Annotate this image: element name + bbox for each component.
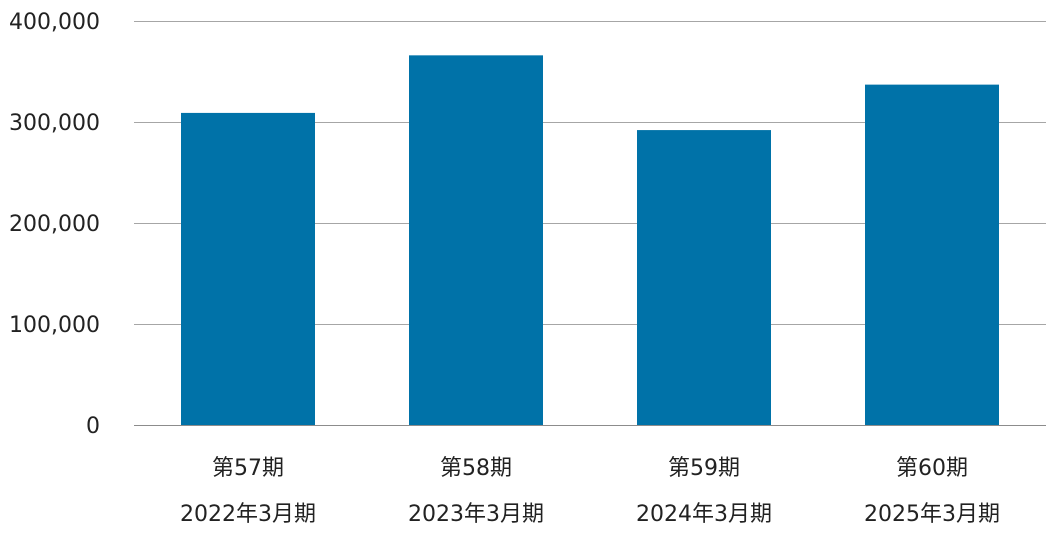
x-category-fiscal-label: 2025年3月期 bbox=[864, 502, 1000, 527]
x-category-fiscal-label: 2024年3月期 bbox=[636, 502, 772, 527]
x-axis-category-labels: 第57期 2022年3月期 第58期 2023年3月期 第59期 2024年3月期 第60期… bbox=[180, 456, 1000, 527]
y-tick-label: 100,000 bbox=[9, 313, 100, 338]
y-tick-label: 0 bbox=[86, 414, 100, 439]
x-category-period-label: 第57期 bbox=[212, 456, 284, 481]
x-category-fiscal-label: 2023年3月期 bbox=[408, 502, 544, 527]
x-category-fiscal-label: 2022年3月期 bbox=[180, 502, 316, 527]
x-category-period-label: 第59期 bbox=[668, 456, 740, 481]
bar bbox=[637, 130, 771, 425]
y-tick-label: 400,000 bbox=[9, 10, 100, 35]
bars bbox=[181, 55, 999, 426]
bar bbox=[865, 84, 999, 425]
y-axis-tick-labels: 0 100,000 200,000 300,000 400,000 bbox=[9, 10, 100, 439]
y-tick-label: 200,000 bbox=[9, 212, 100, 237]
y-tick-label: 300,000 bbox=[9, 111, 100, 136]
x-category-period-label: 第60期 bbox=[896, 456, 968, 481]
x-category-period-label: 第58期 bbox=[440, 456, 512, 481]
bar bbox=[409, 55, 543, 426]
bar bbox=[181, 112, 315, 425]
